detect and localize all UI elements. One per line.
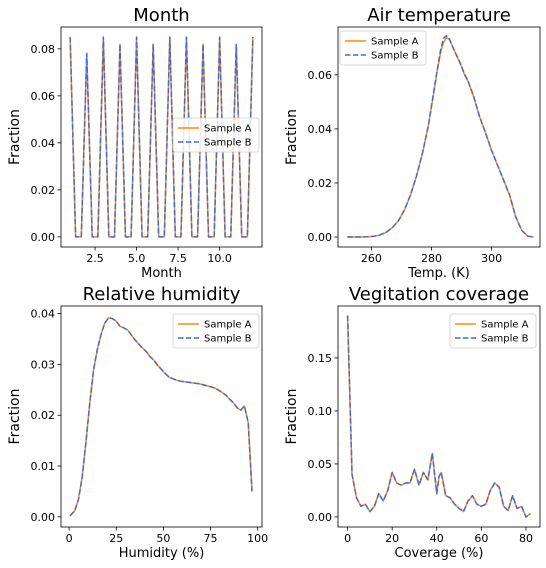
x-tick-label: 280 <box>421 252 442 265</box>
y-axis-label: Fraction <box>284 109 300 165</box>
x-tick-label: 50 <box>156 532 170 545</box>
y-tick-label: 0.00 <box>308 511 333 524</box>
legend-label-sample-a: Sample A <box>204 320 252 331</box>
x-tick-label: 0 <box>344 532 351 545</box>
y-axis-label: Fraction <box>284 389 300 445</box>
x-tick-label: 7.5 <box>169 252 187 265</box>
legend-label-sample-b: Sample B <box>371 51 419 62</box>
chart-title: Relative humidity <box>83 284 241 305</box>
x-tick-label: 40 <box>430 532 444 545</box>
y-tick-label: 0.04 <box>308 123 333 136</box>
legend-label-sample-b: Sample B <box>481 334 529 345</box>
y-tick-label: 0.00 <box>31 231 56 244</box>
chart-panel-3: Relative humidity 0 25 50 75 100 0.00 0.01 0.02 0… <box>7 284 268 561</box>
x-tick-label: 60 <box>474 532 488 545</box>
y-tick-label: 0.01 <box>31 460 56 473</box>
y-tick-label: 0.00 <box>308 231 333 244</box>
chart-panel-2: Air temperature 260 280 300 0.00 0.02 0.04 0.06… <box>284 5 540 281</box>
y-tick-label: 0.02 <box>31 184 56 197</box>
x-tick-label: 300 <box>481 252 502 265</box>
y-tick-label: 0.02 <box>308 177 333 190</box>
legend-label-sample-b: Sample B <box>204 334 252 345</box>
x-tick-label: 75 <box>204 532 218 545</box>
chart-title: Vegitation coverage <box>349 284 529 305</box>
y-tick-label: 0.15 <box>308 352 333 365</box>
x-axis-label: Month <box>141 266 182 281</box>
x-tick-label: 20 <box>385 532 399 545</box>
chart-title: Air temperature <box>367 5 511 26</box>
y-tick-label: 0.00 <box>31 511 56 524</box>
x-tick-label: 80 <box>519 532 533 545</box>
x-tick-label: 2.5 <box>86 252 104 265</box>
y-tick-label: 0.02 <box>31 409 56 422</box>
y-axis-label: Fraction <box>7 389 23 445</box>
x-tick-label: 0 <box>66 532 73 545</box>
y-tick-label: 0.06 <box>31 90 56 103</box>
y-tick-label: 0.04 <box>31 308 56 321</box>
x-tick-label: 100 <box>247 532 268 545</box>
legend: Sample A Sample B <box>173 314 259 348</box>
x-tick-label: 5.0 <box>128 252 146 265</box>
legend: Sample A Sample B <box>340 31 426 65</box>
legend-label-sample-a: Sample A <box>204 124 252 135</box>
x-tick-label: 10.0 <box>207 252 232 265</box>
series-line-sample-a <box>347 38 533 237</box>
legend: Sample A Sample B <box>173 118 259 152</box>
y-tick-label: 0.06 <box>308 69 333 82</box>
y-axis-label: Fraction <box>7 109 23 165</box>
y-tick-label: 0.04 <box>31 137 56 150</box>
x-axis-label: Coverage (%) <box>395 546 484 561</box>
series-line-sample-b <box>347 36 533 237</box>
legend: Sample A Sample B <box>450 314 536 348</box>
legend-label-sample-a: Sample A <box>481 320 529 331</box>
y-tick-label: 0.03 <box>31 358 56 371</box>
x-axis-label: Temp. (K) <box>407 266 470 281</box>
x-axis-label: Humidity (%) <box>119 546 205 561</box>
chart-panel-1: Month 2.5 5.0 7.5 10.0 0.00 0.02 0.04 0.06 0.08 Mo… <box>7 5 262 281</box>
x-tick-label: 25 <box>109 532 123 545</box>
y-tick-label: 0.05 <box>308 458 333 471</box>
y-tick-label: 0.08 <box>31 43 56 56</box>
legend-label-sample-a: Sample A <box>371 37 419 48</box>
y-tick-label: 0.10 <box>308 405 333 418</box>
chart-panel-4: Vegitation coverage 0 20 40 60 80 0.00 0.05 0.10… <box>284 284 540 561</box>
x-tick-label: 260 <box>361 252 382 265</box>
chart-title: Month <box>133 5 189 26</box>
legend-label-sample-b: Sample B <box>204 138 252 149</box>
